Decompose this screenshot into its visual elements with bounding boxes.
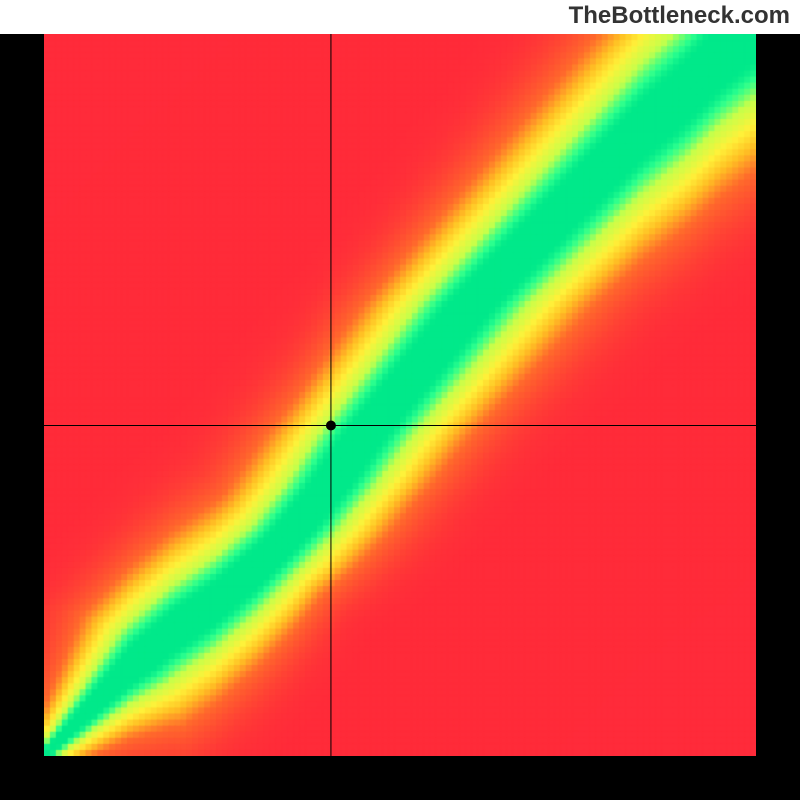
attribution-text: TheBottleneck.com: [569, 2, 790, 29]
attribution-bar: TheBottleneck.com: [0, 0, 800, 34]
bottleneck-heatmap: [44, 28, 756, 756]
root: TheBottleneck.com: [0, 0, 800, 800]
